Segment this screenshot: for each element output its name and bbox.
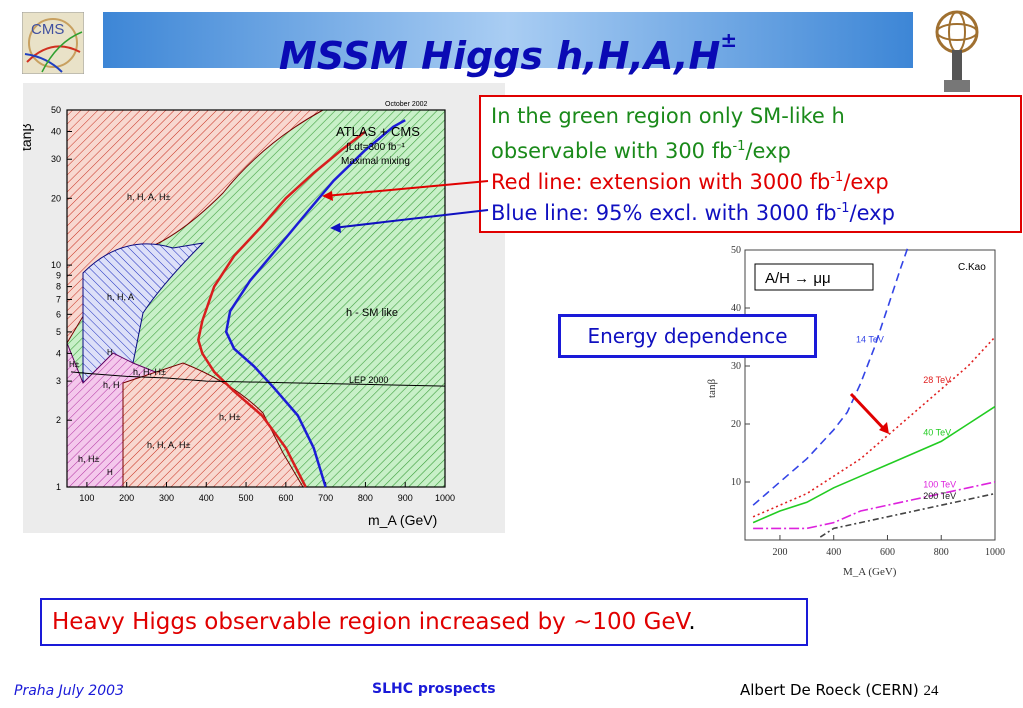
left-ytick-label: 5	[56, 327, 61, 337]
series-line-200-tev	[819, 492, 996, 538]
right-xtick-label: 800	[934, 547, 949, 558]
right-annotation: C.Kao	[958, 262, 986, 273]
right-xtick-label: 400	[826, 547, 841, 558]
left-ytick-label: 2	[56, 415, 61, 425]
right-label: A/H → μμ	[765, 270, 831, 287]
svg-text:CMS: CMS	[31, 21, 64, 38]
left-ytick-label: 10	[51, 260, 61, 270]
series-label: 14 TeV	[856, 335, 884, 345]
right-ytick-label: 10	[731, 477, 741, 488]
energy-dependence-box: Energy dependence	[558, 314, 817, 358]
footer-center: SLHC prospects	[372, 681, 496, 697]
region-label: H±	[69, 360, 80, 369]
region-label: h - SM like	[346, 307, 398, 319]
series-label: 200 TeV	[923, 491, 956, 501]
right-energy-chart: 200 400 600 800 1000 10 20 30 40 50 14 TeV 28 TeV 4…	[703, 238, 1021, 586]
left-xtick-label: 1000	[435, 493, 455, 503]
footer-right: Albert De Roeck (CERN) 24	[740, 681, 939, 699]
left-exclusion-chart: 100 200 300 400 500 600 700 800 900 1000 1 2 3 4 5 6 7 8 9…	[23, 83, 505, 533]
slide-title: MSSM Higgs h,H,A,H±	[278, 28, 738, 78]
right-xtick-label: 600	[880, 547, 895, 558]
series-line-28-tev	[752, 336, 996, 518]
right-label-box	[754, 263, 874, 291]
series-line-40-tev	[752, 405, 996, 524]
right-xlabel: M_A (GeV)	[843, 566, 897, 578]
callout-line-green-2: observable with 300 fb-1/exp	[491, 139, 791, 163]
region-label: LEP 2000	[349, 375, 388, 385]
conclusion-box: Heavy Higgs observable region increased …	[40, 598, 808, 646]
left-series	[70, 119, 446, 488]
left-ytick-label: 4	[56, 348, 61, 358]
region-label: h, H, A	[107, 292, 134, 302]
left-ytick-label: 7	[56, 294, 61, 304]
right-xtick-label: 200	[772, 547, 787, 558]
left-ytick-label: 1	[56, 482, 61, 492]
right-axis-ticks: 200 400 600 800 1000 10 20 30 40 50	[731, 245, 1005, 558]
right-red-arrow	[849, 392, 887, 432]
left-ytick-label: 8	[56, 282, 61, 292]
region-hha	[82, 242, 205, 384]
right-ytick-label: 30	[731, 361, 741, 372]
left-ytick-label: 30	[51, 154, 61, 164]
region-hhah-lower	[122, 362, 304, 488]
region-label: H	[107, 468, 113, 477]
right-xtick-label: 1000	[985, 547, 1005, 558]
left-ytick-label: 9	[56, 270, 61, 280]
region-label: h, H, A, H±	[127, 192, 171, 202]
region-label: H	[107, 348, 113, 357]
left-xtick-label: 900	[398, 493, 413, 503]
left-ylabel: tanβ	[23, 123, 34, 151]
right-ytick-label: 50	[731, 245, 741, 256]
region-label: h, H±	[219, 412, 241, 422]
right-ytick-label: 20	[731, 419, 741, 430]
series-label: 28 TeV	[923, 375, 951, 385]
left-xlabel: m_A (GeV)	[368, 512, 437, 528]
series-label: 100 TeV	[923, 480, 956, 490]
left-axis-ticks: 100 200 300 400 500 600 700 800 900 1000 1 2 3 4 5 6 7 8 9…	[51, 105, 455, 503]
title-banner	[103, 12, 913, 68]
right-ylabel: tanβ	[706, 379, 718, 398]
callout-line-blue: Blue line: 95% excl. with 3000 fb-1/exp	[491, 201, 895, 225]
region-label: h, H, A, H±	[147, 440, 191, 450]
left-legend-3: Maximal mixing	[341, 156, 410, 167]
footer-left: Praha July 2003	[14, 683, 124, 699]
left-xtick-label: 600	[278, 493, 293, 503]
left-xtick-label: 200	[119, 493, 134, 503]
region-label: h, H, H±	[133, 367, 166, 377]
left-header: October 2002	[385, 101, 428, 108]
series-line-lep-2000	[70, 371, 446, 387]
callout-line-green-1: In the green region only SM-like h	[491, 104, 845, 128]
series-label: 40 TeV	[923, 427, 951, 437]
left-ytick-label: 40	[51, 127, 61, 137]
left-xtick-label: 700	[318, 493, 333, 503]
right-ytick-label: 40	[731, 303, 741, 314]
left-ytick-label: 3	[56, 376, 61, 386]
atlas-logo	[935, 10, 979, 92]
region-label: h, H	[103, 380, 120, 390]
series-line-red-line	[197, 130, 367, 488]
left-ytick-label: 6	[56, 309, 61, 319]
left-xtick-label: 400	[199, 493, 214, 503]
left-legend-2: ∫Ldt=300 fb⁻¹	[345, 142, 406, 153]
series-line-blue-line	[224, 119, 406, 488]
left-xtick-label: 500	[239, 493, 254, 503]
series-line-100-tev	[753, 481, 996, 530]
left-xtick-label: 800	[358, 493, 373, 503]
series-line-14-tev	[752, 243, 910, 506]
callout-box: In the green region only SM-like h obser…	[479, 95, 1022, 233]
region-label: h, H±	[78, 454, 100, 464]
left-ytick-label: 50	[51, 105, 61, 115]
cms-logo: CMS	[22, 12, 84, 74]
left-xtick-label: 300	[159, 493, 174, 503]
callout-line-red: Red line: extension with 3000 fb-1/exp	[491, 170, 889, 194]
left-ytick-label: 20	[51, 193, 61, 203]
left-xtick-label: 100	[79, 493, 94, 503]
left-legend-1: ATLAS + CMS	[336, 124, 420, 139]
